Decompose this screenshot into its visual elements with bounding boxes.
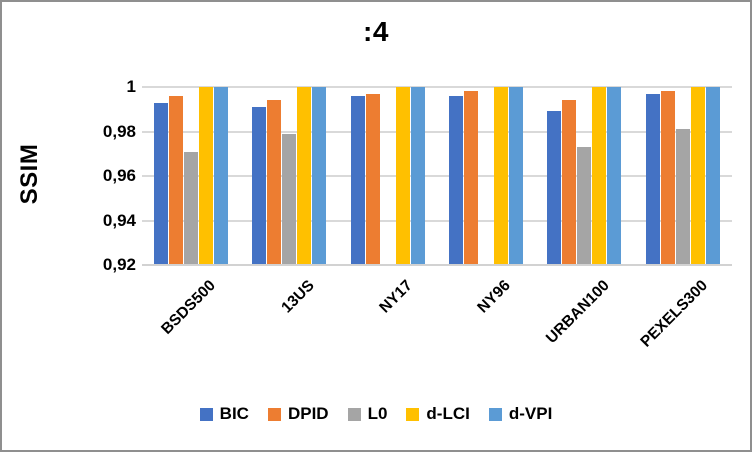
legend-swatch-icon [347, 407, 361, 421]
legend-label: DPID [287, 404, 329, 423]
legend-label: L0 [367, 404, 388, 423]
bar-bic-urban100 [547, 111, 562, 265]
bar-d-lci-pexels300 [690, 87, 705, 265]
legend-swatch-icon [406, 407, 420, 421]
legend-swatch-icon [199, 407, 213, 421]
legend-item-d-lci: d-LCI [406, 404, 470, 424]
bar-l0-bsds500 [184, 152, 199, 265]
bar-group-urban100 [535, 87, 633, 265]
bar-group-bsds500 [142, 87, 240, 265]
bar-bic-pexels300 [645, 94, 660, 265]
legend-swatch-icon [488, 407, 502, 421]
bar-d-lci-ny17 [395, 87, 410, 265]
x-axis-label-13us: 13US [278, 277, 318, 317]
bar-d-vpi-13us [312, 87, 327, 265]
bar-bic-bsds500 [154, 103, 169, 265]
bar-d-lci-bsds500 [199, 87, 214, 265]
y-tick-label: 0,92 [102, 255, 136, 274]
bar-l0-13us [282, 134, 297, 265]
bar-d-vpi-bsds500 [214, 87, 229, 265]
bar-d-lci-13us [297, 87, 312, 265]
legend-label: BIC [219, 404, 249, 423]
gridline [142, 86, 732, 88]
bar-group-pexels300 [634, 87, 732, 265]
bar-group-ny17 [339, 87, 437, 265]
legend-item-l0: L0 [347, 404, 388, 424]
y-tick-label: 0,98 [102, 121, 136, 141]
x-axis-label-ny96: NY96 [474, 277, 515, 317]
bar-dpid-ny96 [464, 91, 479, 265]
bar-dpid-ny17 [365, 94, 380, 265]
bar-l0-urban100 [577, 147, 592, 265]
legend-item-d-vpi: d-VPI [488, 404, 553, 424]
bar-d-lci-urban100 [592, 87, 607, 265]
legend-item-bic: BIC [199, 404, 249, 424]
y-tick-label: 1 [126, 77, 136, 96]
plot-area: BSDS500 13US NY17 NY96 URBAN100 PEXELS300 [142, 86, 732, 351]
gridline [142, 219, 732, 222]
legend-label: d-LCI [426, 404, 470, 423]
bar-d-vpi-ny17 [410, 87, 425, 265]
x-axis-label-ny17: NY17 [376, 277, 416, 317]
bar-dpid-pexels300 [660, 91, 675, 265]
legend-label: d-VPI [508, 404, 553, 423]
bar-d-vpi-urban100 [607, 87, 622, 265]
bar-bic-ny17 [350, 96, 365, 265]
gridline [142, 175, 732, 177]
bar-d-vpi-ny96 [509, 87, 524, 265]
bar-dpid-bsds500 [169, 96, 184, 265]
y-tick-label: 0,94 [102, 210, 136, 230]
x-axis-label-pexels300: PEXELS300 [637, 277, 711, 351]
legend: BIC DPID L0 d-LCI d-VPI [2, 404, 750, 424]
bar-bic-ny96 [449, 96, 464, 265]
legend-swatch-icon [267, 407, 281, 421]
bar-d-vpi-pexels300 [705, 87, 720, 265]
x-axis-label-urban100: URBAN100 [542, 277, 613, 347]
y-tick-label: 0,96 [102, 166, 136, 185]
bar-group-13us [240, 87, 338, 265]
chart-title: :4 [363, 16, 389, 47]
legend-item-dpid: DPID [267, 404, 329, 424]
bar-l0-pexels300 [675, 129, 690, 265]
bar-d-lci-ny96 [494, 87, 509, 265]
bar-group-ny96 [437, 87, 535, 265]
gridline [142, 130, 732, 133]
bar-dpid-13us [267, 100, 282, 265]
bar-bic-13us [252, 107, 267, 265]
bar-dpid-urban100 [562, 100, 577, 265]
bar-groups [142, 87, 732, 265]
x-axis-line [142, 264, 732, 266]
x-axis-label-bsds500: BSDS500 [158, 277, 220, 338]
